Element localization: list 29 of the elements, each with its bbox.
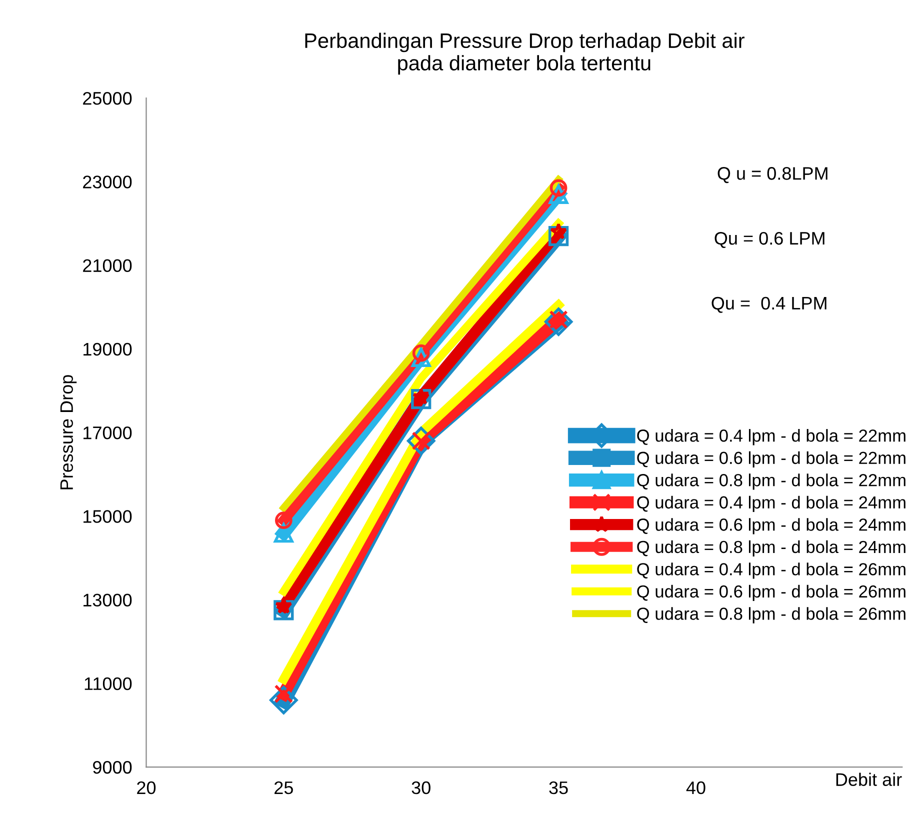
legend-label: Q udara = 0.4 lpm - d bola = 26mm [637,562,906,579]
x-tick-label: 25 [274,781,293,794]
x-tick-label: 40 [686,781,706,794]
x-tick-label: 20 [137,781,156,794]
y-tick-label: 13000 [84,594,132,606]
y-tick-label: 11000 [84,677,132,690]
legend-label: Q udara = 0.6 lpm - d bola = 22mm [637,451,906,468]
y-tick-label: 15000 [84,510,132,523]
chart-title: Perbandingan Pressure Drop terhadap Debit air pada diameter bola tertentu [305,32,744,75]
x-axis-title: Debit air [836,772,902,786]
y-tick-label: 17000 [84,426,132,440]
legend-label: Q udara = 0.8 lpm - d bola = 22mm [637,474,906,490]
y-tick-label: 25000 [83,92,132,105]
legend-label: Q udara = 0.6 lpm - d bola = 26mm [637,584,906,602]
y-tick-label: 21000 [83,259,132,272]
annotation: Qu = 0.6 LPM [714,232,824,248]
legend-label: Q udara = 0.6 lpm - d bola = 24mm [637,518,906,534]
legend-label: Q udara = 0.8 lpm - d bola = 26mm [637,607,906,624]
legend-label: Q udara = 0.4 lpm - d bola = 22mm [637,429,906,446]
annotation: Q u = 0.8LPM [718,167,828,184]
y-tick-label: 23000 [83,176,132,188]
y-axis-title: Pressure Drop [60,375,77,490]
legend-label: Q udara = 0.4 lpm - d bola = 24mm [637,496,906,512]
x-tick-label: 35 [549,781,568,794]
y-tick-label: 9000 [93,760,132,774]
y-tick-label: 19000 [84,342,132,356]
legend-label: Q udara = 0.8 lpm - d bola = 24mm [637,540,906,557]
x-tick-label: 30 [412,781,430,794]
annotation: Qu = 0.4 LPM [712,296,826,313]
